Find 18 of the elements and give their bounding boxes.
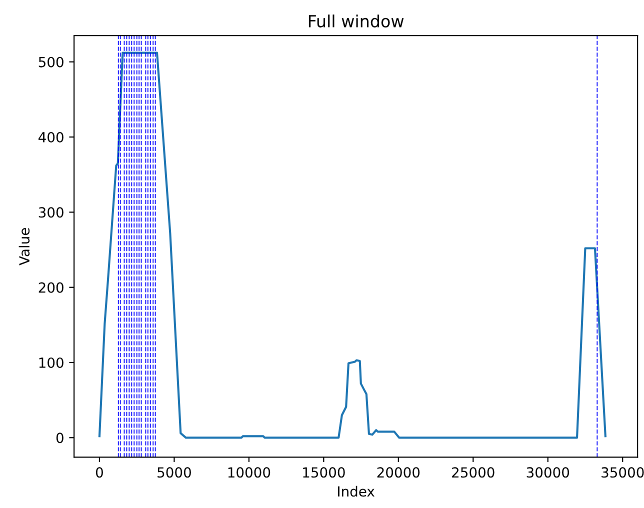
x-tick-label: 5000 bbox=[158, 467, 191, 478]
y-tick-label: 0 bbox=[56, 432, 64, 444]
x-tick-label: 10000 bbox=[228, 467, 270, 478]
x-tick-label: 35000 bbox=[602, 467, 644, 478]
y-tick-label: 200 bbox=[38, 282, 64, 293]
y-tick-label: 400 bbox=[38, 132, 64, 142]
chart-title: Full window bbox=[308, 14, 404, 28]
x-tick-label: 15000 bbox=[303, 467, 345, 478]
y-tick-label: 500 bbox=[38, 56, 64, 68]
y-tick-label: 300 bbox=[38, 207, 64, 218]
line-series bbox=[98, 52, 606, 439]
y-axis-title: Value bbox=[18, 228, 30, 266]
x-tick-label: 25000 bbox=[452, 467, 494, 478]
y-tick-label: 100 bbox=[39, 357, 64, 368]
x-axis-title: Index bbox=[338, 486, 374, 497]
x-tick-label: 0 bbox=[96, 467, 103, 478]
x-tick-label: 30000 bbox=[526, 467, 570, 478]
x-tick-label: 20000 bbox=[377, 467, 420, 478]
